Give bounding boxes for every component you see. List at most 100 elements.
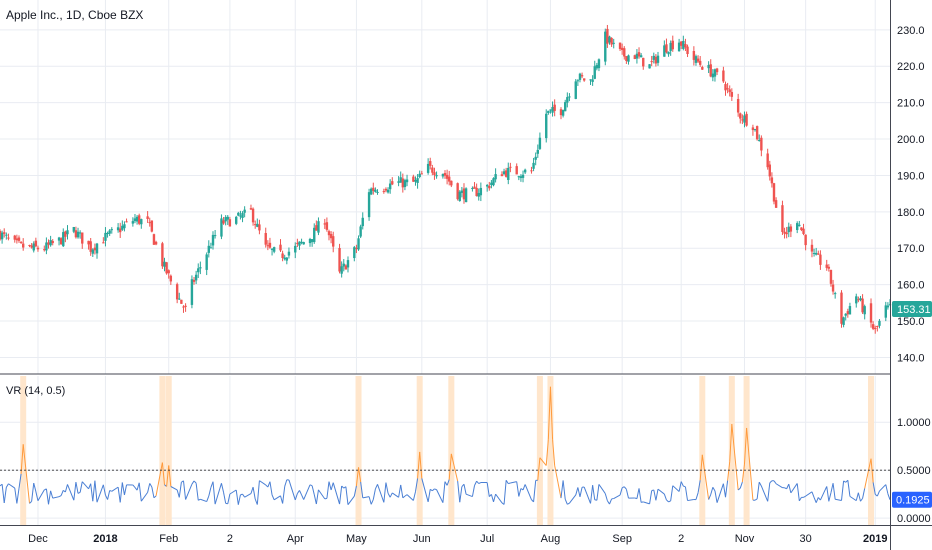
candle[interactable] — [464, 187, 468, 203]
candle[interactable] — [608, 35, 611, 45]
candle[interactable] — [642, 57, 645, 70]
candle[interactable] — [256, 218, 259, 228]
candle[interactable] — [367, 188, 371, 221]
candle[interactable] — [633, 54, 637, 60]
candle[interactable] — [123, 221, 126, 232]
candle[interactable] — [768, 160, 771, 181]
candle[interactable] — [829, 269, 833, 287]
candle[interactable] — [194, 270, 198, 285]
candle[interactable] — [205, 252, 208, 276]
candle[interactable] — [327, 229, 331, 241]
candle[interactable] — [758, 134, 761, 142]
candle[interactable] — [59, 237, 63, 245]
candle[interactable] — [207, 240, 210, 258]
candle[interactable] — [561, 109, 565, 118]
candle[interactable] — [462, 183, 466, 204]
candle[interactable] — [553, 99, 556, 117]
candle[interactable] — [445, 169, 449, 185]
candle[interactable] — [251, 207, 255, 226]
candle[interactable] — [332, 231, 335, 253]
candle[interactable] — [253, 220, 257, 229]
candle[interactable] — [294, 242, 297, 259]
candle[interactable] — [435, 171, 438, 179]
candle[interactable] — [863, 304, 866, 320]
candle[interactable] — [490, 180, 493, 189]
candle[interactable] — [443, 170, 447, 179]
candle[interactable] — [578, 72, 582, 83]
candle[interactable] — [859, 295, 862, 302]
candle[interactable] — [384, 187, 388, 193]
candle[interactable] — [574, 79, 577, 100]
candle[interactable] — [538, 132, 542, 150]
candle[interactable] — [667, 51, 670, 57]
candle[interactable] — [64, 230, 67, 243]
candle[interactable] — [680, 41, 683, 50]
candle[interactable] — [774, 197, 778, 208]
candle[interactable] — [566, 92, 569, 108]
candle[interactable] — [108, 229, 111, 237]
candle[interactable] — [798, 220, 801, 227]
candle[interactable] — [623, 46, 626, 60]
candle[interactable] — [279, 239, 282, 252]
candle[interactable] — [494, 168, 497, 183]
candle[interactable] — [696, 55, 700, 64]
candle[interactable] — [604, 28, 607, 66]
candle[interactable] — [121, 220, 124, 231]
candle[interactable] — [597, 58, 601, 72]
candle[interactable] — [547, 110, 550, 115]
candle[interactable] — [804, 234, 807, 251]
candle[interactable] — [104, 227, 107, 247]
candle[interactable] — [382, 188, 386, 194]
candle[interactable] — [93, 243, 97, 255]
candle[interactable] — [357, 235, 360, 251]
candle[interactable] — [32, 241, 35, 253]
candle[interactable] — [228, 216, 232, 227]
candle[interactable] — [855, 293, 858, 308]
candle[interactable] — [650, 55, 653, 67]
candle[interactable] — [844, 313, 847, 321]
candle[interactable] — [313, 223, 316, 244]
candle[interactable] — [618, 42, 622, 51]
candle[interactable] — [235, 215, 238, 226]
candle[interactable] — [663, 40, 666, 57]
candle[interactable] — [372, 182, 375, 195]
candle[interactable] — [833, 291, 837, 299]
candle[interactable] — [874, 325, 877, 334]
candle[interactable] — [182, 305, 185, 313]
candlestick-series[interactable] — [0, 24, 892, 334]
candle[interactable] — [152, 233, 156, 245]
candle[interactable] — [258, 219, 261, 235]
candle[interactable] — [698, 56, 702, 67]
candle[interactable] — [359, 224, 362, 239]
candle[interactable] — [766, 148, 769, 170]
candle[interactable] — [239, 210, 242, 220]
candle[interactable] — [802, 223, 805, 236]
candle[interactable] — [361, 212, 364, 230]
candle[interactable] — [869, 298, 873, 328]
candle[interactable] — [492, 177, 495, 187]
candle[interactable] — [110, 227, 113, 234]
candle[interactable] — [28, 244, 31, 248]
candle[interactable] — [694, 54, 698, 66]
candle[interactable] — [36, 245, 40, 252]
candle[interactable] — [249, 204, 253, 211]
candle[interactable] — [78, 230, 82, 239]
candle[interactable] — [589, 79, 592, 85]
candle[interactable] — [671, 35, 674, 52]
candle[interactable] — [344, 264, 348, 270]
candle[interactable] — [781, 200, 784, 235]
candle[interactable] — [810, 239, 814, 258]
candle[interactable] — [827, 264, 831, 272]
candle[interactable] — [213, 230, 217, 239]
candle[interactable] — [45, 237, 48, 255]
candle[interactable] — [197, 263, 200, 278]
candle[interactable] — [388, 179, 392, 194]
candle[interactable] — [49, 235, 52, 247]
candle[interactable] — [502, 168, 506, 176]
candle[interactable] — [549, 109, 552, 114]
candle[interactable] — [300, 238, 303, 245]
candle[interactable] — [272, 246, 276, 254]
candle[interactable] — [119, 222, 122, 238]
candle[interactable] — [325, 217, 329, 232]
